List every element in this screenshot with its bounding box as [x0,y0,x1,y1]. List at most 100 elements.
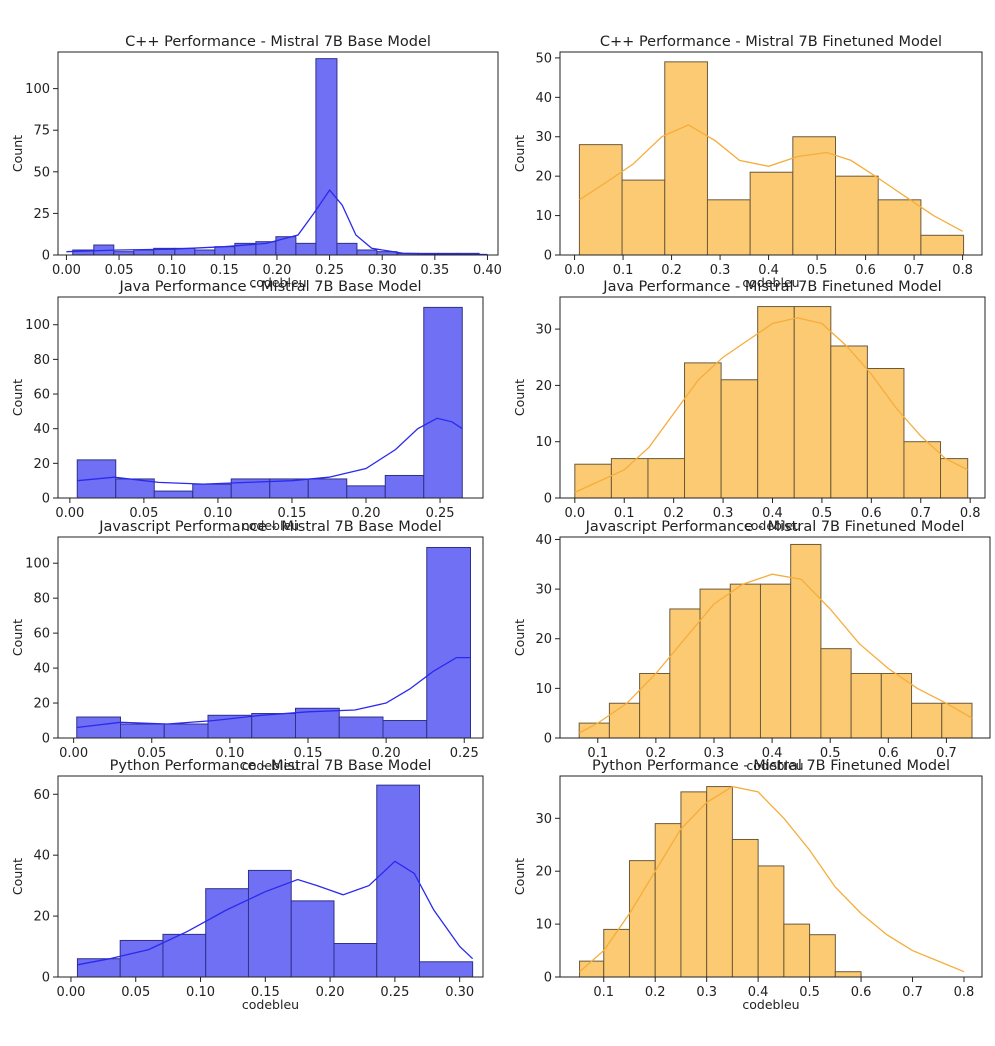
chart-title: Javascript Performance - Mistral 7B Base… [98,519,441,535]
x-tick-label: 0.00 [52,263,81,278]
x-axis-label: codebleu [242,518,299,533]
kde-curve [66,189,488,256]
histogram-bar [877,199,922,256]
x-tick-label: 0.15 [251,985,280,1000]
x-tick-label: 0.05 [129,506,158,521]
histogram-bar [194,249,216,256]
x-tick-label: 0.25 [315,263,344,278]
y-tick-label: 60 [33,388,50,403]
bars [579,786,862,978]
histogram-bar [880,672,913,739]
y-axis-label: Count [512,619,527,656]
x-tick-label: 0.35 [420,263,449,278]
y-tick-label: 20 [33,697,50,712]
histogram-bar [76,716,121,739]
x-axis-label: codebleu [744,518,801,533]
y-tick-label: 50 [535,51,552,66]
histogram-bar [720,379,759,499]
x-tick-label: 0.1 [613,263,634,278]
kde-curve [77,860,474,966]
x-axis-label: codebleu [249,275,306,290]
histogram-bar [729,583,761,739]
y-tick-label: 40 [535,533,552,548]
histogram-bar [295,707,340,739]
histogram-bar [338,716,384,739]
y-tick-label: 0 [544,492,552,507]
y-tick-label: 20 [535,379,552,394]
histogram-bar [376,784,421,978]
histogram-bar [336,242,358,256]
y-tick-label: 30 [535,583,552,598]
y-axis-label: Count [10,135,25,172]
histogram-bar [639,672,671,739]
y-axis-label: Count [512,379,527,416]
chart-panel-4: 0.0 0.1 0.2 0.3 0.4 0.5 0.6 0.7 0.8 0 10 20 30 Java P… [512,279,986,533]
plot-frame [57,51,499,256]
x-tick-label: 0.7 [910,506,931,521]
histogram-bar [76,958,121,978]
histogram-bar [192,483,232,499]
x-tick-label: 0.15 [210,263,239,278]
y-tick-label: 30 [535,323,552,338]
x-tick-label: 0.20 [316,985,345,1000]
y-tick-label: 0 [544,732,552,747]
x-tick-label: 0.00 [59,746,88,761]
x-tick-label: 0.10 [203,506,232,521]
histogram-bar [647,458,686,499]
kde-curve [574,317,968,493]
x-tick-label: 0.20 [262,263,291,278]
x-tick-label: 0.3 [713,506,734,521]
histogram-bar [809,934,836,978]
histogram-bar [834,971,862,978]
x-tick-label: 0.8 [960,506,981,521]
histogram-bar [669,608,701,739]
y-tick-label: 60 [33,788,50,803]
x-tick-label: 0.5 [807,263,828,278]
plot-frame [559,536,991,739]
histogram-bar [820,648,852,739]
x-tick-label: 0.1 [593,985,614,1000]
y-tick-label: 80 [33,353,50,368]
x-tick-label: 0.1 [614,506,635,521]
histogram-bar [940,458,969,499]
y-tick-label: 20 [535,170,552,185]
histogram-bar [684,362,722,499]
kde-curve [578,573,973,734]
histogram-bar [290,900,335,978]
x-tick-label: 0.00 [56,985,85,1000]
x-tick-label: 0.5 [812,506,833,521]
x-axis-label: codebleu [242,758,299,773]
histogram-bar [830,345,868,499]
y-axis-label: Count [10,379,25,416]
histogram-bar [706,199,751,256]
x-tick-label: 0.2 [645,985,666,1000]
histogram-bar [680,791,708,978]
y-tick-label: 0 [42,249,50,264]
x-tick-label: 0.20 [372,746,401,761]
x-axis-label: codebleu [742,275,799,290]
x-tick-label: 0.00 [55,506,84,521]
y-axis-label: Count [10,858,25,895]
histogram-bar [699,588,731,739]
y-tick-label: 100 [25,318,50,333]
histogram-bar [835,175,879,256]
x-tick-label: 0.6 [855,263,876,278]
y-axis-label: Count [512,135,527,172]
x-tick-label: 0.30 [368,263,397,278]
histogram-bar [307,478,348,499]
histogram-bar [790,543,822,739]
bars [574,306,969,499]
y-tick-label: 40 [33,849,50,864]
x-axis-label: codebleu [242,997,299,1012]
histogram-bar [333,943,378,978]
histogram-bar [384,474,425,499]
y-axis-label: Count [512,858,527,895]
histogram-bar [356,249,378,256]
x-tick-label: 0.5 [799,985,820,1000]
histogram-bar [759,583,792,739]
x-tick-label: 0.10 [215,746,244,761]
x-tick-label: 0.6 [861,506,882,521]
y-tick-label: 10 [535,682,552,697]
y-tick-label: 40 [33,422,50,437]
